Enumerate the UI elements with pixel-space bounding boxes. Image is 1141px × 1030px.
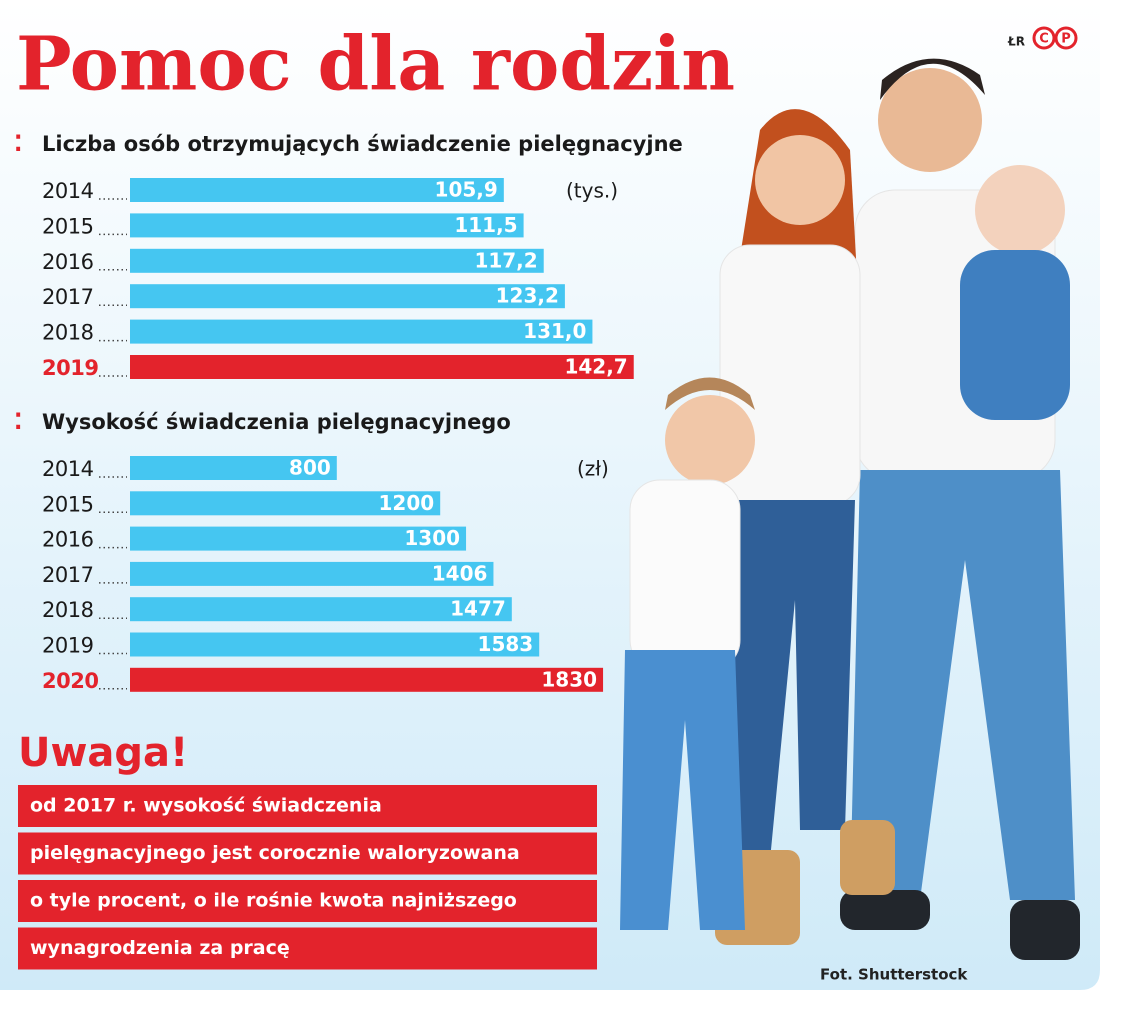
bar [130, 526, 467, 551]
title: Pomoc dla rodzin [16, 22, 735, 108]
category-label: 2017 [42, 285, 93, 309]
value-label: 1200 [379, 491, 435, 515]
credit: Fot. Shutterstock [820, 966, 968, 984]
bullet: ⁚ [14, 410, 22, 435]
value-label: 1583 [478, 632, 534, 656]
category-label: 2018 [42, 598, 93, 622]
category-label: 2019 [42, 634, 93, 658]
girl-jeans [620, 650, 745, 930]
bar [130, 213, 524, 238]
logo-letter: P [1061, 32, 1071, 47]
category-label: 2015 [42, 214, 93, 238]
woman-jeans [715, 500, 855, 860]
logo-text: ŁR [1007, 35, 1025, 49]
value-label: 142,7 [564, 355, 627, 379]
category-label: 2017 [42, 563, 93, 587]
note-box [18, 832, 597, 875]
bar [130, 284, 565, 309]
baby-head [975, 165, 1065, 255]
chart-title: Liczba osób otrzymujących świadczenie pi… [42, 132, 683, 156]
man-shoe [1010, 900, 1080, 960]
man-hair [880, 58, 985, 100]
unit-label: (zł) [577, 457, 609, 481]
unit-label: (tys.) [566, 179, 618, 203]
category-label: 2015 [42, 492, 93, 516]
chart-title: Wysokość świadczenia pielęgnacyjnego [42, 410, 511, 434]
value-label: 105,9 [435, 178, 498, 202]
category-label: 2018 [42, 321, 93, 345]
value-label: 123,2 [496, 284, 559, 308]
category-label: 2014 [42, 457, 94, 481]
logo-letter: C [1039, 32, 1049, 47]
value-label: 117,2 [474, 248, 537, 272]
baby-body [960, 250, 1070, 420]
note-heading: Uwaga! [18, 730, 188, 776]
photo [620, 58, 1080, 960]
bar [130, 178, 504, 202]
woman-boot [840, 820, 895, 895]
category-label: 2020 [42, 669, 98, 693]
value-label: 1477 [450, 597, 506, 621]
charts: ⁚ Liczba osób otrzymujących świadczenie p… [14, 132, 683, 693]
logo-circle [1032, 26, 1056, 50]
bar [130, 491, 441, 516]
value-label: 1830 [541, 667, 597, 691]
bar [130, 248, 544, 273]
logo-circle [1054, 26, 1078, 50]
bar [130, 319, 593, 344]
bar [130, 561, 494, 586]
bar [130, 597, 512, 622]
value-label: 131,0 [523, 319, 586, 343]
category-label: 2016 [42, 528, 94, 552]
man-jeans [850, 470, 1075, 900]
value-label: 1300 [404, 526, 460, 550]
girl-hair [665, 377, 755, 410]
man-head [878, 68, 982, 172]
girl-shirt [629, 479, 741, 671]
note-box [18, 927, 597, 970]
note-line: wynagrodzenia za pracę [30, 937, 290, 959]
note-line: o tyle procent, o ile rośnie kwota najni… [30, 890, 517, 912]
value-label: 1406 [432, 561, 488, 585]
note-line: pielęgnacyjnego jest corocznie waloryzow… [30, 842, 520, 864]
bar [130, 667, 604, 692]
value-label: 800 [289, 456, 331, 480]
bar [130, 632, 540, 657]
bar [130, 355, 634, 379]
note-box [18, 785, 597, 827]
value-label: 111,5 [454, 213, 517, 237]
category-label: 2016 [42, 250, 94, 274]
note-box [18, 880, 597, 922]
note-line: od 2017 r. wysokość świadczenia [30, 795, 382, 817]
girl-head [665, 395, 755, 485]
category-label: 2014 [42, 179, 94, 203]
man-shoe [840, 890, 930, 930]
category-label: 2019 [42, 356, 98, 380]
woman-head [755, 135, 845, 225]
bullet: ⁚ [14, 132, 22, 157]
note: od 2017 r. wysokość świadczenia pielęgnac… [18, 785, 597, 970]
bar [130, 456, 337, 480]
